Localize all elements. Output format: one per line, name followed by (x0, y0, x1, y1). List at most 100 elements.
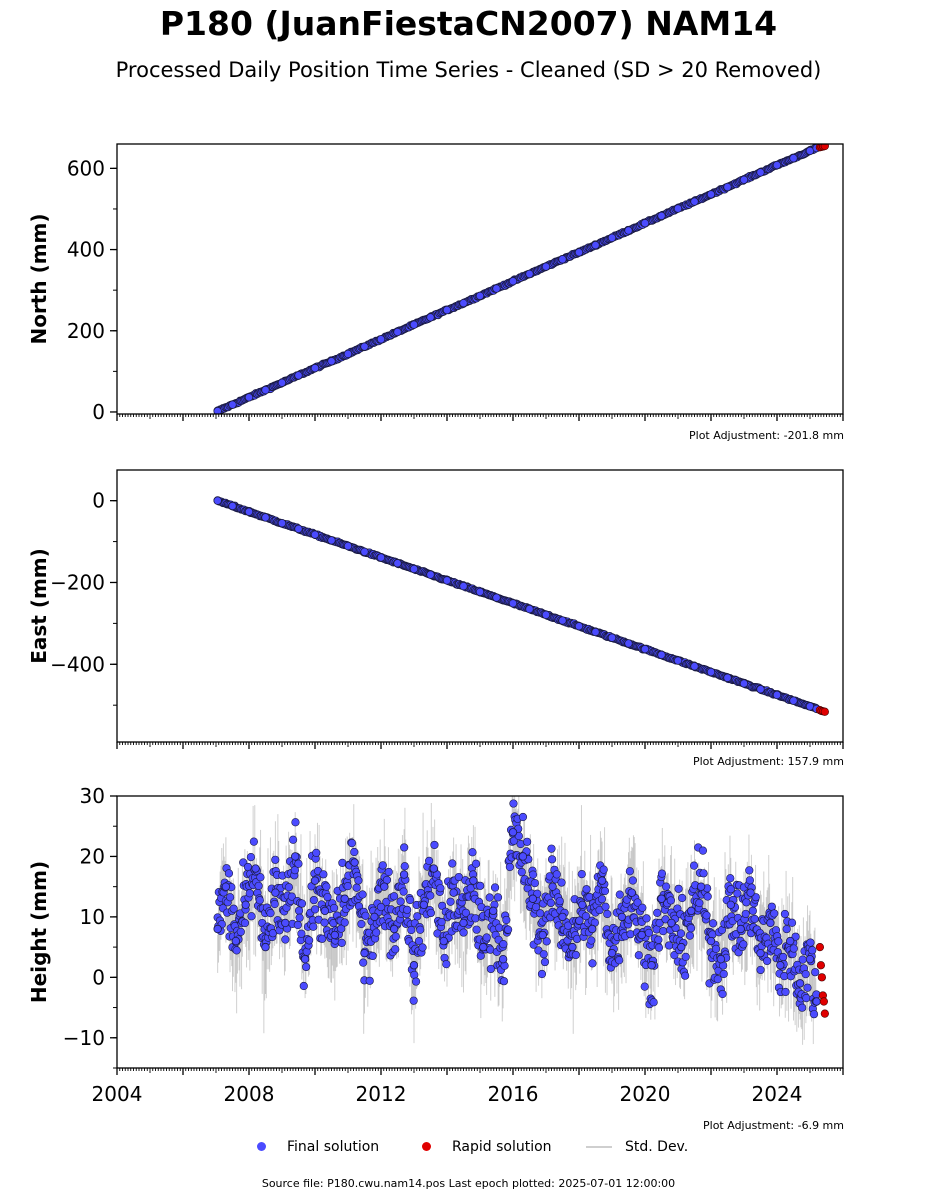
height-dense-point (454, 872, 463, 882)
height-rapid-point (820, 1009, 829, 1018)
east-final-point (723, 673, 732, 682)
legend-final-label: Final solution (287, 1139, 380, 1155)
height-dense-point (426, 891, 435, 900)
height-final-point (360, 948, 369, 958)
height-ytick-label: 30 (80, 784, 105, 808)
height-dense-point (320, 918, 329, 927)
east-final-point (673, 656, 683, 665)
east-final-point (690, 662, 699, 671)
height-dense-point (711, 944, 721, 953)
height-final-point (479, 942, 488, 952)
height-final-point (251, 864, 260, 873)
east-plot-adjustment: Plot Adjustment: 157.9 mm (692, 755, 844, 768)
height-dense-point (271, 855, 280, 864)
height-dense-point (270, 899, 279, 909)
height-rapid-point (817, 973, 826, 982)
north-final-point (739, 175, 749, 184)
height-final-point (726, 900, 735, 909)
height-dense-point (708, 919, 718, 928)
north-ytick-label: 400 (67, 238, 105, 262)
height-dense-point (789, 944, 798, 953)
height-final-point (498, 955, 508, 964)
height-xtick-label: 2016 (488, 1082, 539, 1106)
height-final-point (706, 936, 716, 946)
height-dense-point (530, 879, 539, 888)
height-dense-point (601, 902, 610, 911)
height-dense-point (318, 934, 327, 943)
height-final-point (221, 882, 231, 891)
source-note: Source file: P180.cwu.nam14.pos Last epo… (261, 1177, 676, 1190)
north-ytick-label: 200 (67, 319, 105, 343)
height-final-point (588, 924, 597, 934)
height-dense-point (655, 918, 664, 928)
height-dense-point (537, 969, 547, 979)
east-plot-frame (116, 469, 844, 743)
height-dense-point (514, 831, 523, 841)
height-dense-point (509, 799, 518, 808)
height-final-point (617, 912, 627, 922)
north-final-point (673, 204, 683, 213)
north-final-point (294, 371, 303, 380)
height-dense-point (400, 843, 409, 852)
height-dense-point (246, 853, 256, 862)
height-dense-point (649, 998, 658, 1007)
height-dense-point (782, 924, 791, 934)
height-final-point (439, 936, 448, 946)
rapid-marker-icon (422, 1142, 431, 1151)
height-final-point (399, 870, 409, 879)
height-plot-adjustment: Plot Adjustment: -6.9 mm (703, 1119, 844, 1132)
height-dense-point (542, 937, 551, 946)
height-dense-point (634, 951, 643, 960)
height-dense-point (413, 912, 422, 921)
north-final-point (772, 160, 782, 170)
height-dense-point (365, 976, 374, 985)
height-axis-label: Height (mm) (27, 861, 51, 1003)
height-dense-point (249, 837, 258, 846)
height-dense-point (505, 862, 514, 872)
height-dense-point (437, 917, 446, 927)
north-final-point (624, 226, 633, 235)
height-final-point (310, 876, 320, 885)
height-dense-point (378, 861, 387, 870)
height-dense-point (726, 885, 735, 894)
height-data-layer (213, 796, 829, 1045)
north-final-point (723, 182, 732, 192)
height-xtick-label: 2012 (356, 1082, 407, 1106)
east-final-point (360, 547, 369, 557)
north-final-point (574, 248, 584, 257)
north-final-point (756, 168, 765, 177)
north-final-point (607, 233, 617, 242)
east-axis-label: East (mm) (27, 548, 51, 664)
east-final-point (277, 518, 287, 528)
height-final-point (746, 888, 755, 897)
height-dense-point (337, 924, 346, 933)
legend-std-label: Std. Dev. (625, 1139, 689, 1155)
height-dense-point (806, 938, 815, 947)
height-final-point (667, 918, 676, 928)
north-final-point (475, 291, 485, 301)
std-line-icon (586, 1146, 612, 1148)
height-dense-point (625, 867, 634, 876)
north-final-point (426, 313, 435, 322)
legend: Final solution Rapid solution Std. Dev. (0, 1137, 937, 1157)
height-dense-point (425, 856, 434, 865)
height-dense-point (368, 951, 377, 961)
height-dense-point (504, 925, 513, 934)
height-final-point (805, 955, 815, 964)
chart-title: P180 (JuanFiestaCN2007) NAM14 (159, 4, 778, 43)
height-dense-point (255, 896, 264, 905)
height-dense-point (770, 909, 779, 918)
north-rapid-point (820, 144, 829, 151)
height-dense-point (403, 905, 412, 914)
north-final-point (789, 154, 798, 163)
height-dense-point (681, 971, 690, 980)
height-dense-point (281, 935, 290, 944)
height-dense-point (702, 911, 711, 920)
height-dense-point (547, 844, 556, 853)
north-data-layer (213, 144, 829, 414)
height-dense-point (575, 916, 584, 925)
height-dense-point (297, 899, 307, 908)
north-ytick-label: 600 (67, 156, 105, 180)
height-dense-point (291, 818, 300, 827)
east-final-point (706, 667, 716, 677)
